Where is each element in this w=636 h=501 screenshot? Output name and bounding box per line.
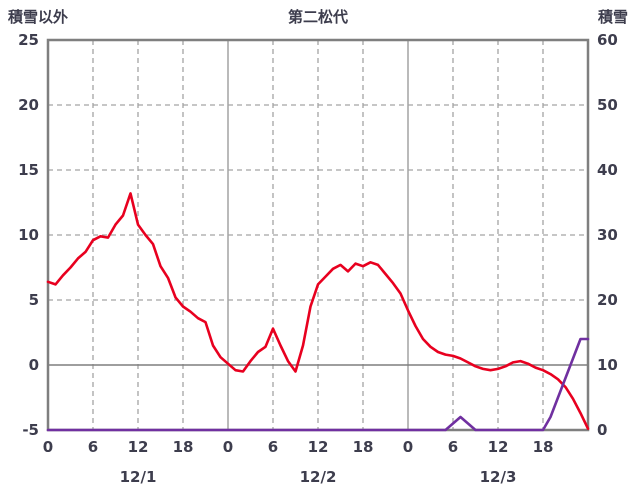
chart-title: 第二松代 xyxy=(287,8,348,26)
x-axis-tick-label: 0 xyxy=(223,438,233,456)
left-axis-tick-label: -5 xyxy=(22,421,39,439)
x-axis-tick-label: 18 xyxy=(353,438,374,456)
left-axis-tick-label: 20 xyxy=(18,96,39,114)
right-axis-tick-label: 50 xyxy=(597,96,618,114)
x-axis-tick-label: 18 xyxy=(533,438,554,456)
right-axis-tick-label: 30 xyxy=(597,226,618,244)
x-axis-tick-label: 6 xyxy=(448,438,458,456)
x-axis-day-label: 12/3 xyxy=(480,468,517,486)
left-axis-tick-label: 10 xyxy=(18,226,39,244)
x-axis-day-label: 12/1 xyxy=(120,468,157,486)
right-axis-tick-label: 0 xyxy=(597,421,607,439)
left-axis-tick-label: 5 xyxy=(29,291,39,309)
series-line-0 xyxy=(46,192,590,430)
right-axis-tick-label: 10 xyxy=(597,356,618,374)
left-axis-tick-label: 0 xyxy=(29,356,39,374)
x-axis-tick-label: 12 xyxy=(128,438,149,456)
left-axis-tick-label: 15 xyxy=(18,161,39,179)
series-line-1 xyxy=(46,337,590,432)
right-axis-tick-label: 40 xyxy=(597,161,618,179)
x-axis-tick-label: 0 xyxy=(43,438,53,456)
x-axis-tick-label: 6 xyxy=(88,438,98,456)
left-axis-tick-label: 25 xyxy=(18,31,39,49)
left-axis-title: 積雪以外 xyxy=(8,8,69,26)
x-axis-tick-label: 12 xyxy=(488,438,509,456)
x-axis-day-label: 12/2 xyxy=(300,468,337,486)
x-axis-tick-label: 18 xyxy=(173,438,194,456)
right-axis-tick-label: 20 xyxy=(597,291,618,309)
right-axis-tick-label: 60 xyxy=(597,31,618,49)
right-axis-title: 積雪 xyxy=(597,8,628,26)
x-axis-tick-label: 6 xyxy=(268,438,278,456)
x-axis-tick-label: 0 xyxy=(403,438,413,456)
x-axis-tick-label: 12 xyxy=(308,438,329,456)
